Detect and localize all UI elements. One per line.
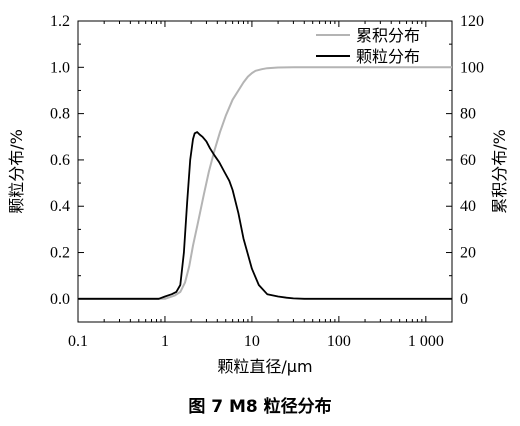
y-right-tick-label: 20 bbox=[460, 245, 476, 262]
particle-size-chart: 0.1 1 10 100 1 000 0.0 0.2 0.4 0.6 0.8 1.0 1.2 0 20 40… bbox=[7, 13, 509, 376]
y-left-tick-label: 1.0 bbox=[50, 59, 70, 76]
y-axis-left-label: 颗粒分布/% bbox=[7, 129, 26, 214]
series-lines bbox=[78, 66, 452, 300]
y-right-tick-label: 120 bbox=[460, 13, 484, 30]
particle-distribution-line bbox=[78, 131, 452, 300]
figure-caption: 图 7 M8 粒径分布 bbox=[188, 397, 332, 417]
y-left-tick-label: 0.0 bbox=[50, 291, 70, 308]
y-right-tick-label: 40 bbox=[460, 198, 476, 215]
x-tick-label: 1 bbox=[161, 333, 169, 350]
plot-frame bbox=[77, 20, 453, 323]
y-left-tick-label: 1.2 bbox=[50, 13, 70, 30]
y-left-tick-label: 0.8 bbox=[50, 106, 70, 123]
legend-label: 颗粒分布 bbox=[356, 47, 420, 66]
x-tick-label: 0.1 bbox=[68, 333, 88, 350]
y-axis-right-label: 累积分布/% bbox=[490, 129, 509, 214]
y-left-tick-label: 0.6 bbox=[50, 152, 70, 169]
x-tick-label: 10 bbox=[244, 333, 260, 350]
legend-label: 累积分布 bbox=[356, 26, 420, 45]
y-right-tick-label: 60 bbox=[460, 152, 476, 169]
y-right-tick-label: 100 bbox=[460, 59, 484, 76]
y-left-tick-label: 0.4 bbox=[50, 198, 70, 215]
cumulative-distribution-line bbox=[78, 66, 452, 300]
y-right-tick-label: 80 bbox=[460, 106, 476, 123]
x-tick-label: 1 000 bbox=[408, 333, 444, 350]
x-tick-label: 100 bbox=[327, 333, 351, 350]
y-left-tick-label: 0.2 bbox=[50, 245, 70, 262]
y-right-tick-label: 0 bbox=[460, 291, 468, 308]
x-axis-label: 颗粒直径/μm bbox=[217, 357, 312, 376]
